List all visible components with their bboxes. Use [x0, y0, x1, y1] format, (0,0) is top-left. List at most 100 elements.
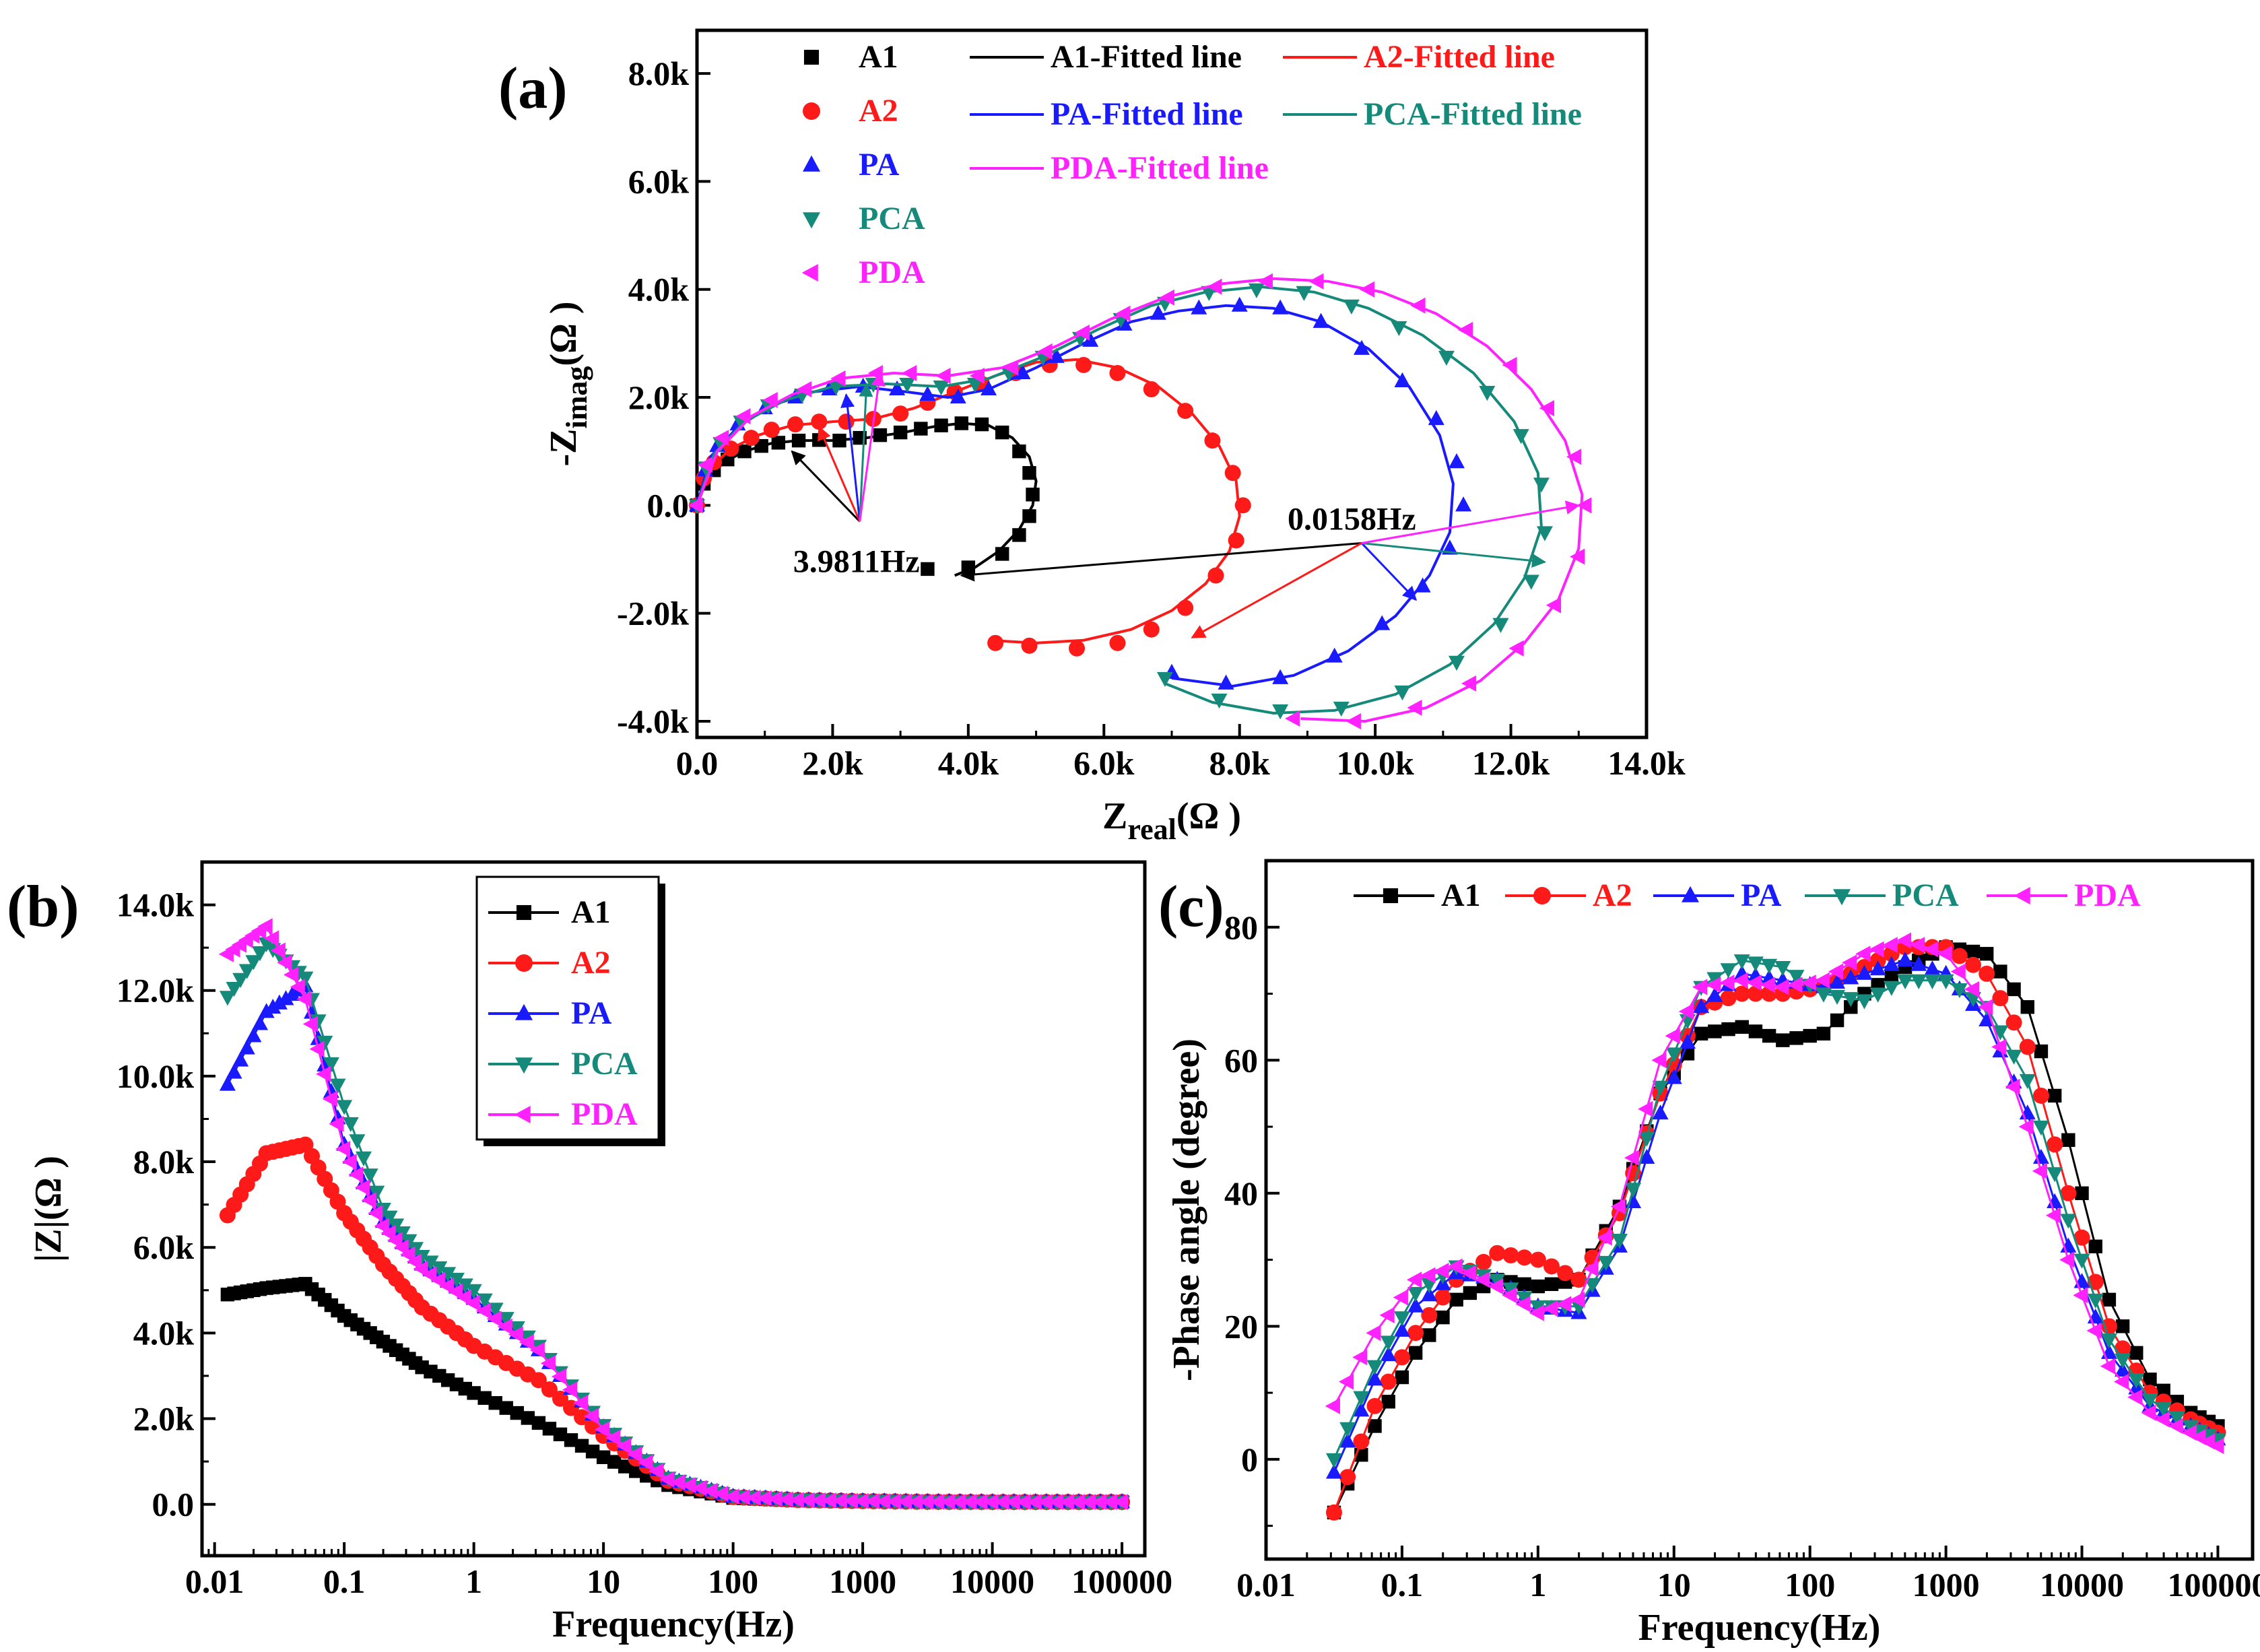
plot-frame [200, 860, 1147, 1558]
data-point [413, 1261, 428, 1278]
data-point [530, 1372, 547, 1389]
data-point [1910, 956, 1927, 971]
data-point [1272, 669, 1289, 684]
y-tick-label: 14.0k [117, 886, 195, 924]
data-point [972, 1494, 988, 1511]
data-point [258, 1003, 275, 1018]
data-point [1366, 1360, 1383, 1375]
data-point [1830, 1013, 1844, 1028]
data-point [519, 1334, 534, 1351]
data-point [497, 1318, 512, 1335]
y-tick-label: 0.0 [152, 1486, 195, 1523]
data-point [1380, 1346, 1397, 1362]
data-point [219, 991, 236, 1006]
data-point [1224, 465, 1241, 482]
legend: A1 A2 PA PCA PDA [1354, 878, 2141, 913]
y-axis-label: -Phase angle (degree) [1166, 1038, 1207, 1381]
data-point [1228, 532, 1244, 549]
data-point [2005, 1078, 2020, 1095]
data-point [1312, 312, 1329, 328]
data-point [232, 1051, 249, 1067]
data-point [2155, 1402, 2172, 1418]
data-point [1762, 1028, 1776, 1043]
data-point [574, 1439, 589, 1453]
annotation-arrow [1360, 542, 1418, 601]
data-point [1570, 1291, 1585, 1308]
data-point [348, 1166, 364, 1183]
data-point [697, 457, 713, 473]
data-point [1719, 974, 1735, 991]
y-tick-label: 0 [1241, 1441, 1258, 1478]
data-point [919, 385, 936, 401]
data-point [607, 1455, 622, 1469]
data-point [1368, 1419, 1382, 1433]
data-point [1746, 974, 1762, 991]
data-point [1991, 1038, 2007, 1055]
data-point [1774, 979, 1789, 995]
y-tick-label: 20 [1224, 1307, 1258, 1345]
data-point [1977, 999, 1993, 1016]
x-tick-label: 10 [1657, 1566, 1691, 1604]
data-point [821, 1492, 836, 1509]
data-point [1828, 963, 1844, 980]
data-point [1539, 400, 1554, 417]
legend-label-a2: A2 [1593, 878, 1632, 913]
data-point [638, 1455, 653, 1472]
data-point [2115, 1361, 2131, 1377]
data-point [1694, 1026, 1708, 1040]
data-point [1583, 1260, 1599, 1277]
data-point [1408, 1346, 1423, 1360]
data-point [381, 1210, 398, 1226]
data-point [1112, 1494, 1129, 1511]
data-point [1410, 297, 1426, 314]
data-point [2168, 1411, 2185, 1426]
data-point [317, 1036, 333, 1051]
data-point [553, 1427, 568, 1442]
annotation-label: 3.9811Hz [793, 543, 920, 579]
data-point [2086, 1322, 2102, 1339]
legend-marker-pca [803, 212, 820, 229]
data-point [1272, 704, 1289, 720]
data-point [1882, 937, 1898, 954]
data-point [1829, 973, 1846, 989]
data-point [1638, 1100, 1653, 1117]
series-pa [689, 296, 1472, 690]
data-point [2045, 1207, 2061, 1224]
data-point [2005, 1014, 2022, 1031]
data-point [1747, 956, 1764, 972]
data-point [811, 414, 828, 430]
data-point [1733, 985, 1750, 1002]
x-tick-label: 1000 [1913, 1566, 1980, 1604]
data-point [540, 1355, 556, 1372]
data-point [1533, 477, 1550, 493]
data-point [1665, 1028, 1680, 1045]
data-point [336, 1100, 353, 1115]
data-point [950, 388, 966, 404]
data-point [341, 1154, 357, 1170]
data-point [531, 1416, 546, 1430]
data-point [1624, 1150, 1640, 1166]
data-point [1531, 1279, 1546, 1294]
x-axis-label-unit: (Ω ) [1176, 795, 1241, 837]
data-point [1556, 1296, 1572, 1313]
data-point [1488, 1278, 1504, 1295]
legend-label-pda: PDA [2074, 878, 2141, 913]
data-point [1787, 977, 1803, 993]
y-tick-label: -2.0k [617, 595, 689, 632]
data-point [1479, 386, 1496, 401]
legend-label-pa: PA [571, 995, 612, 1031]
data-point [983, 1494, 999, 1511]
data-point [1395, 1370, 1409, 1385]
data-point [1374, 615, 1391, 630]
data-point [1678, 1003, 1694, 1020]
data-point [594, 1421, 610, 1438]
data-point [1597, 1255, 1614, 1271]
data-point [908, 1493, 923, 1510]
legend-marker-a1 [516, 904, 532, 921]
data-point [810, 1492, 826, 1509]
data-point [1014, 364, 1031, 379]
data-point [962, 1494, 977, 1511]
data-point [2156, 1383, 2170, 1398]
data-point [1449, 655, 1465, 671]
